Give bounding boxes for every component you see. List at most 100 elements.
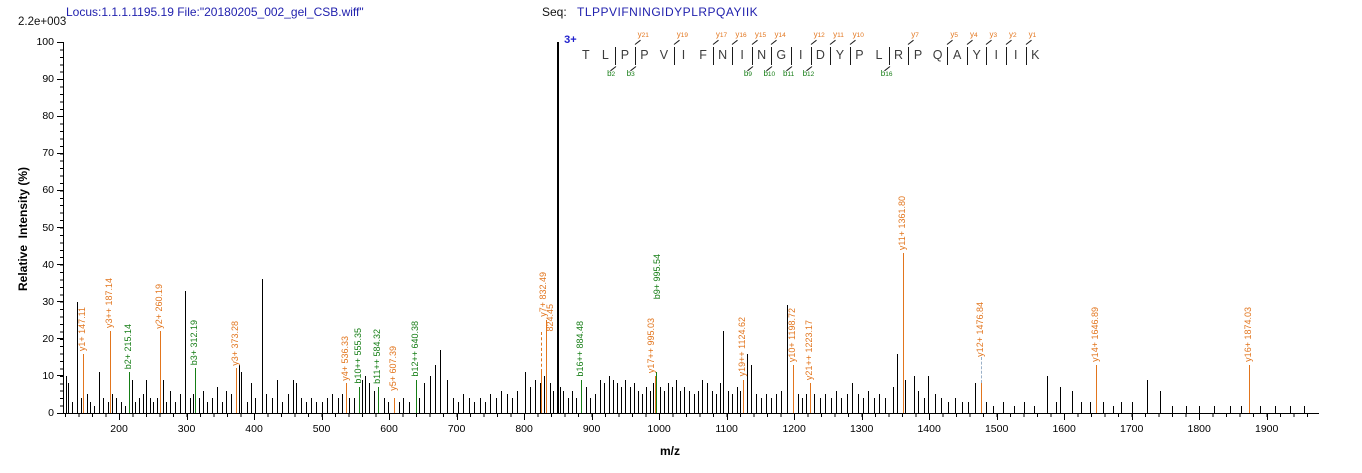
spectrum-peak [365,375,367,413]
fragmentation-divider [810,47,812,65]
spectrum-peak [634,383,636,413]
residue-letter: D [815,48,825,62]
b-ion-peak-label: b9+ 995.54 [652,253,663,300]
spectrum-peak [787,305,789,413]
x-axis-spine [63,413,1319,414]
spectrum-peak [300,398,302,413]
b-ion-peak [378,387,380,413]
spectrum-peak [463,394,465,413]
b-ion-peak-label: b11++ 584.32 [372,329,383,385]
x-axis-tick-label: 1700 [1119,423,1144,435]
spectrum-peak [310,398,312,413]
y-ion-peak [159,331,161,413]
b-ion-tag: b16 [880,69,893,78]
base-peak [556,42,559,413]
b-ion-peak [416,379,418,413]
residue-letter: I [1014,48,1018,62]
y-ion-peak [394,398,396,413]
spectrum-peak [723,331,725,413]
spectrum-peak [306,401,308,413]
spectrum-peak [590,398,592,413]
spectrum-peak [192,394,194,413]
spectrum-peak [814,394,816,413]
spectrum-peak [1112,405,1114,413]
spectrum-peak [150,398,152,413]
spectrum-peak [156,398,158,413]
spectrum-peak [341,394,343,413]
spectrum-peak [490,394,492,413]
y-ion-peak-label: y5+ 607.39 [388,346,399,392]
y-ion-peak-label: y21++ 1223.17 [803,320,814,381]
y-ion-tag: y14 [774,30,786,39]
spectrum-peak [609,375,611,413]
y-axis-tick [57,264,63,266]
spectrum-peak [755,394,757,413]
b-ion-peak-label: b3+ 312.19 [188,320,199,366]
y-axis-tick [57,78,63,80]
fragmentation-divider [966,47,968,65]
spectrum-peak [1131,401,1133,413]
spectrum-peak [146,379,148,413]
spectrum-peak [638,390,640,413]
x-axis-tick [726,414,728,420]
y-ion-tag: y12 [813,30,825,39]
x-axis-tick-label: 1100 [715,423,738,435]
residue-letter: N [718,48,728,62]
spectrum-peak [534,379,536,413]
residue-letter: T [581,48,590,62]
spectrum-peak [1214,405,1216,413]
y-ion-peak-label: y7+ 832.49 [538,272,549,318]
fragmentation-divider [791,47,793,65]
x-axis-tick [186,414,188,420]
spectrum-peak [576,398,578,413]
spectrum-peak [162,379,164,413]
y-ion-tag: y21 [637,30,649,39]
spectrum-peak [604,383,606,413]
spectrum-peak [434,364,436,413]
spectrum-peak [572,390,574,413]
spectrum-peak [266,394,268,413]
x-axis-tick [254,414,256,420]
y-ion-peak-label: y17++ 995.03 [646,317,657,373]
y-ion-peak [809,383,811,413]
spectrum-peak [153,401,155,413]
spectrum-peak [1160,390,1162,413]
fragmentation-divider [771,47,773,65]
y-ion-tag: y15 [754,30,767,39]
spectrum-peak [563,390,565,413]
residue-letter: V [659,48,669,62]
spectrum-peak [452,398,454,413]
x-axis-tick [1199,414,1201,420]
spectrum-peak [239,364,241,413]
spectrum-peak [255,398,257,413]
y-axis-tick-label: 100 [36,36,54,48]
y-ion-tag: y7 [911,30,919,39]
spectrum-peak [650,390,652,413]
b-ion-peak-label: b12++ 640.38 [410,321,421,377]
spectrum-peak [102,398,104,413]
spectrum-peak [479,398,481,413]
spectrum-peak [693,394,695,413]
spectrum-peak [923,398,925,413]
spectrum-peak [954,398,956,413]
spectrum-peak [868,390,870,413]
peptide-sequence-text: TLPPVIFNINGIDYPLRPQAYIIK [577,5,759,19]
x-axis-tick [389,414,391,420]
residue-letter: R [894,48,904,62]
y-ion-peak [83,353,85,413]
spectrum-peak [353,398,355,413]
y-ion-peak [540,372,542,413]
x-axis-tick-label: 1500 [984,423,1009,435]
residue-letter: P [620,48,630,62]
y-ion-peak-label: y2+ 260.19 [153,283,164,329]
b-ion-tag: b2 [607,69,616,78]
spectrum-peak [67,383,69,413]
spectrum-peak [226,390,228,413]
spectrum-peak [727,390,729,413]
spectrum-peak [928,375,930,413]
